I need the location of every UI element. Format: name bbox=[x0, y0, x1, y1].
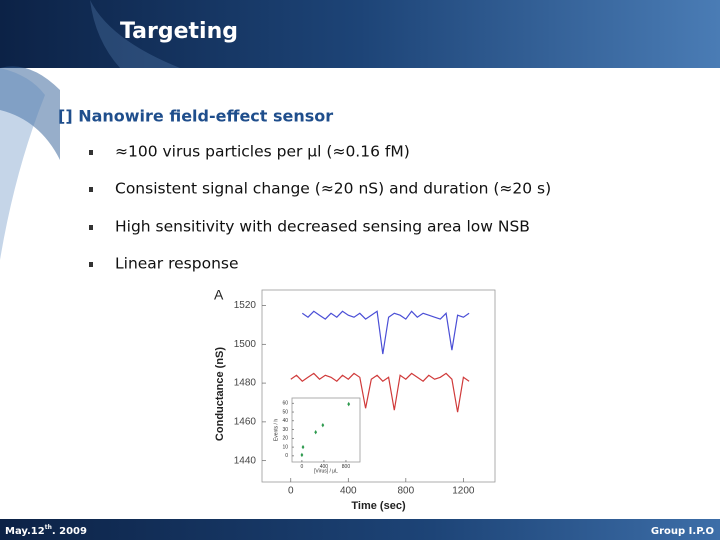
date-text: May.12 bbox=[5, 526, 45, 537]
bullet: ≈100 virus particles per μl (≈0.16 fM) bbox=[115, 143, 410, 161]
y-tick-label: 1440 bbox=[234, 455, 257, 466]
y-axis-label: Events / h bbox=[273, 419, 279, 441]
y-tick-label: 30 bbox=[282, 427, 288, 433]
decor bbox=[0, 68, 45, 260]
y-tick-label: 0 bbox=[285, 453, 288, 459]
bullet-marker bbox=[89, 225, 93, 230]
date-text: . 2009 bbox=[52, 526, 87, 537]
x-axis-label: [Virus] / μL bbox=[314, 468, 338, 474]
bullet: Linear response bbox=[115, 255, 239, 273]
bullet-marker bbox=[89, 150, 93, 155]
y-tick-label: 50 bbox=[282, 409, 288, 415]
bullet: Consistent signal change (≈20 nS) and du… bbox=[115, 180, 551, 198]
y-tick-label: 1480 bbox=[234, 378, 257, 389]
y-axis-label: Conductance (nS) bbox=[214, 347, 226, 441]
y-tick-label: 40 bbox=[282, 418, 288, 424]
y-tick-label: 1500 bbox=[234, 339, 257, 350]
slide-title: Targeting bbox=[120, 19, 238, 44]
footer-group: Group I.P.O bbox=[651, 526, 714, 537]
x-tick-label: 400 bbox=[340, 486, 357, 497]
x-tick-label: 400 bbox=[320, 464, 329, 470]
point bbox=[300, 452, 304, 458]
bullet: High sensitivity with decreased sensing … bbox=[115, 218, 530, 236]
header-band bbox=[0, 0, 720, 68]
bullet-marker bbox=[89, 262, 93, 267]
point bbox=[314, 429, 318, 435]
x-tick-label: 800 bbox=[342, 464, 351, 470]
point bbox=[347, 401, 351, 407]
decor bbox=[0, 66, 60, 160]
y-tick-label: 60 bbox=[282, 401, 288, 407]
point bbox=[301, 444, 305, 450]
footer-date: May.12th. 2009 bbox=[5, 524, 87, 538]
trace bbox=[301, 310, 470, 355]
x-tick-label: 0 bbox=[301, 464, 304, 470]
footer-band bbox=[0, 519, 720, 540]
y-tick-label: 1460 bbox=[234, 417, 257, 428]
panel-label: A bbox=[214, 287, 224, 303]
x-axis-label: Time (sec) bbox=[351, 500, 406, 512]
x-tick-label: 0 bbox=[288, 486, 294, 497]
subtitle: [] Nanowire field-effect sensor bbox=[58, 107, 333, 126]
decor bbox=[90, 0, 180, 68]
trace bbox=[290, 372, 470, 413]
y-tick-label: 20 bbox=[282, 436, 288, 442]
point bbox=[321, 422, 325, 428]
plot-frame bbox=[291, 397, 361, 463]
y-tick-label: 1520 bbox=[234, 300, 257, 311]
y-tick-label: 10 bbox=[282, 444, 288, 450]
date-sup: th bbox=[45, 524, 52, 531]
bullet-list: ≈100 virus particles per μl (≈0.16 fM) C… bbox=[89, 143, 551, 273]
bullet-marker bbox=[89, 187, 93, 192]
x-tick-label: 800 bbox=[397, 486, 414, 497]
x-tick-label: 1200 bbox=[452, 486, 475, 497]
